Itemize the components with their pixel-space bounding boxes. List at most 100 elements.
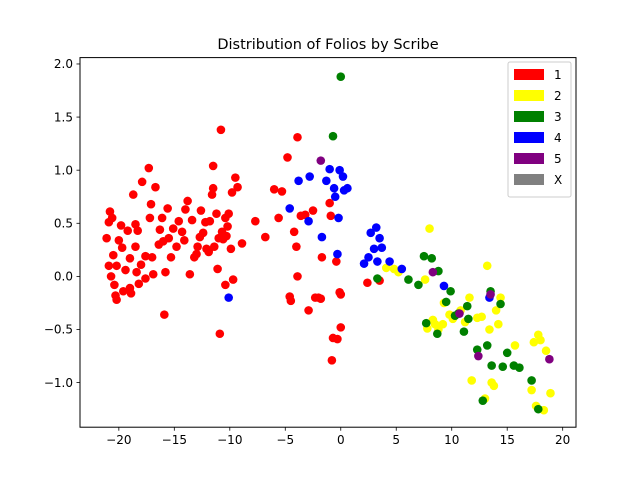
- data-point: [327, 355, 337, 365]
- data-point: [216, 125, 226, 135]
- data-point: [462, 301, 472, 311]
- data-point: [459, 327, 469, 336]
- data-point: [132, 267, 141, 277]
- x-tick-label: 20: [555, 433, 570, 447]
- legend-items: 1 2 3 4 5 X: [514, 68, 562, 187]
- data-point: [336, 290, 346, 299]
- series-5: [316, 156, 554, 364]
- data-point: [338, 172, 348, 181]
- x-axis: −20 −15 −10 −5 0 5 10 15 20: [106, 427, 570, 447]
- data-point: [180, 235, 189, 245]
- data-point: [104, 261, 114, 271]
- data-point: [455, 309, 464, 318]
- data-point: [317, 232, 327, 242]
- data-point: [328, 131, 338, 141]
- y-tick-label: 0.5: [54, 216, 73, 230]
- data-point: [300, 210, 310, 220]
- data-point: [185, 269, 195, 279]
- data-point: [541, 346, 551, 356]
- data-point: [261, 232, 270, 242]
- data-point: [181, 205, 190, 214]
- data-point: [141, 251, 150, 261]
- legend-swatch-2: [514, 90, 544, 101]
- data-point: [112, 295, 121, 305]
- data-point: [335, 165, 344, 175]
- data-point: [427, 254, 437, 263]
- data-point: [404, 275, 413, 284]
- data-point: [148, 269, 158, 279]
- data-point: [336, 72, 346, 82]
- data-point: [107, 213, 117, 223]
- series-3: [328, 72, 543, 414]
- data-point: [441, 297, 451, 307]
- data-point: [428, 267, 438, 277]
- data-point: [489, 381, 499, 391]
- data-point: [478, 396, 488, 405]
- y-tick-label: −0.5: [44, 323, 73, 337]
- data-point: [465, 293, 474, 302]
- data-point: [161, 267, 170, 277]
- data-point: [438, 319, 448, 329]
- data-point: [359, 259, 369, 268]
- data-point: [166, 252, 176, 262]
- data-point: [274, 213, 283, 223]
- data-point: [286, 296, 296, 306]
- data-point: [174, 216, 184, 226]
- data-point: [494, 319, 503, 329]
- data-point: [373, 257, 382, 266]
- data-point: [316, 156, 326, 165]
- data-point: [363, 278, 372, 288]
- data-point: [536, 335, 545, 345]
- series-4: [224, 164, 494, 302]
- data-point: [419, 251, 429, 261]
- data-point: [373, 274, 382, 283]
- data-point: [141, 274, 150, 283]
- data-point: [168, 224, 178, 233]
- data-point: [117, 243, 127, 253]
- x-tick-label: 5: [392, 433, 400, 447]
- data-point: [205, 216, 215, 226]
- data-point: [164, 233, 174, 243]
- data-point: [510, 341, 520, 350]
- data-point: [496, 293, 505, 302]
- data-point: [118, 286, 128, 296]
- legend-swatch-3: [514, 111, 544, 122]
- data-point: [477, 312, 486, 322]
- data-point: [126, 289, 136, 298]
- data-point: [545, 354, 554, 364]
- data-point: [112, 261, 121, 271]
- data-point: [304, 306, 313, 315]
- data-point: [317, 252, 327, 262]
- data-point: [233, 182, 242, 192]
- plot-area: [79, 57, 577, 428]
- data-point: [121, 265, 130, 275]
- data-point: [381, 263, 391, 273]
- series-1: [102, 125, 384, 365]
- data-point: [231, 173, 240, 182]
- data-point: [305, 172, 314, 181]
- data-point: [123, 226, 133, 236]
- y-tick-label: 1.5: [54, 110, 73, 124]
- data-point: [502, 348, 512, 358]
- legend-label: X: [554, 173, 562, 187]
- data-point: [133, 226, 143, 236]
- data-point: [224, 293, 233, 302]
- data-point: [106, 272, 116, 281]
- data-point: [334, 213, 343, 223]
- data-point: [325, 198, 334, 208]
- data-point: [529, 337, 539, 347]
- y-tick-label: 0.0: [54, 270, 73, 284]
- data-point: [467, 376, 476, 385]
- data-point: [222, 231, 231, 241]
- data-point: [293, 272, 302, 281]
- data-point: [196, 206, 206, 215]
- data-point: [227, 188, 237, 197]
- data-point: [228, 275, 238, 284]
- data-point: [491, 306, 501, 315]
- data-point: [147, 252, 157, 262]
- data-point: [369, 244, 379, 254]
- data-point: [198, 228, 208, 238]
- data-point: [251, 216, 260, 226]
